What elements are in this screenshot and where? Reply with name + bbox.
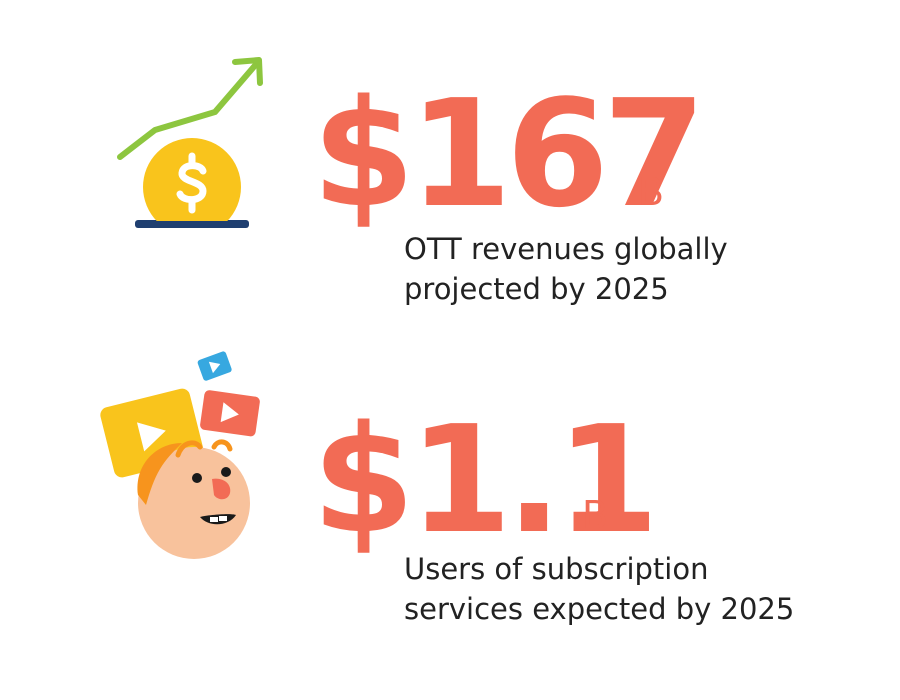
revenue-caption: OTT revenues globally projected by 2025: [404, 229, 728, 309]
users-caption-line-2: services expected by 2025: [404, 592, 795, 626]
revenue-value: $167: [312, 68, 706, 240]
right-eye: [221, 467, 231, 477]
video-viewer-icon: [90, 345, 280, 570]
revenue-unit: B: [638, 170, 665, 214]
stat-users: $1.1 B Users of subscription services ex…: [0, 340, 900, 700]
hair: [137, 443, 182, 505]
users-caption: Users of subscription services expected …: [404, 549, 794, 629]
users-unit: B: [582, 493, 609, 537]
stat-revenue: $167 B OTT revenues globally projected b…: [0, 0, 900, 340]
growth-arrow-head: [232, 57, 263, 86]
left-eye: [192, 473, 202, 483]
coin-slot: [135, 220, 249, 228]
coin-growth-icon: [110, 50, 280, 235]
revenue-caption-line-1: OTT revenues globally: [404, 232, 728, 266]
revenue-caption-line-2: projected by 2025: [404, 272, 669, 306]
nose: [212, 478, 231, 500]
users-caption-line-1: Users of subscription: [404, 552, 709, 586]
users-value: $1.1: [312, 394, 659, 566]
growth-arrow-line: [117, 59, 261, 160]
